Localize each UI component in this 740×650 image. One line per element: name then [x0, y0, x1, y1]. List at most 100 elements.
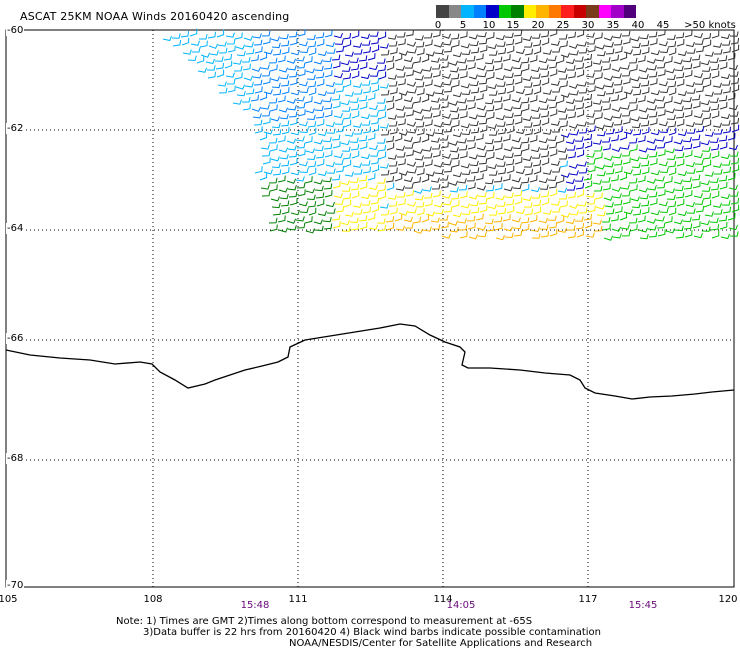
wind-barb-icon — [540, 151, 550, 158]
wind-barb-icon — [621, 70, 631, 77]
wind-barb-icon — [362, 206, 371, 214]
wind-barb-icon — [298, 121, 308, 127]
wind-barb-icon — [602, 103, 611, 111]
wind-barb-icon — [358, 135, 368, 142]
wind-barb-icon — [452, 52, 462, 58]
wind-barb-icon — [250, 94, 259, 102]
wind-barb-icon — [226, 78, 236, 85]
wind-barb-icon — [259, 172, 268, 181]
wind-barb-icon — [432, 190, 441, 198]
wind-barb-icon — [685, 41, 695, 48]
wind-barb-icon — [443, 46, 453, 53]
wind-barb-icon — [621, 110, 631, 117]
wind-barb-icon — [278, 227, 289, 233]
wind-barb-icon — [288, 71, 298, 78]
wind-barb-icon — [539, 224, 549, 230]
time-label: 15:45 — [628, 600, 658, 611]
wind-barb-icon — [314, 105, 324, 112]
wind-barb-icon — [277, 95, 286, 103]
wind-barb-icon — [440, 215, 449, 221]
wind-barb-icon — [324, 190, 333, 198]
wind-barb-icon — [587, 165, 596, 173]
wind-barb-icon — [451, 200, 460, 208]
wind-barb-icon — [394, 53, 403, 62]
wind-barb-icon — [647, 145, 657, 151]
footnotes: Note: 1) Times are GMT 2)Times along bot… — [116, 616, 601, 649]
wind-barb-icon — [512, 63, 522, 70]
wind-barb-icon — [575, 142, 585, 150]
wind-barb-icon — [586, 118, 596, 125]
wind-barb-icon — [477, 71, 487, 78]
wind-barb-icon — [313, 99, 323, 105]
wind-barb-icon — [461, 49, 471, 56]
wind-barb-icon — [556, 55, 565, 64]
wind-barb-icon — [485, 65, 495, 72]
wind-barb-icon — [397, 72, 406, 78]
wind-barb-icon — [269, 184, 278, 192]
wind-barb-icon — [305, 148, 315, 154]
wind-barb-icon — [574, 176, 584, 182]
wind-barb-icon — [611, 186, 622, 192]
wind-barb-icon — [596, 130, 606, 137]
wind-barb-icon — [556, 175, 565, 184]
wind-barb-icon — [514, 196, 523, 205]
wind-barb-icon — [370, 197, 380, 205]
wind-barb-icon — [667, 121, 677, 128]
wind-barb-icon — [593, 225, 603, 232]
wind-barb-icon — [370, 117, 380, 125]
wind-barb-icon — [280, 120, 290, 127]
wind-barb-icon — [432, 110, 441, 118]
wind-barb-icon — [729, 111, 739, 117]
wind-barb-icon — [577, 81, 587, 87]
wind-barb-icon — [351, 30, 360, 39]
wind-barb-icon — [451, 80, 460, 88]
wind-barb-icon — [305, 68, 315, 74]
wind-barb-icon — [711, 70, 720, 79]
wind-barb-icon — [395, 185, 405, 191]
wind-barb-icon — [658, 81, 668, 87]
wind-barb-icon — [731, 164, 740, 173]
wind-barb-icon — [272, 89, 282, 96]
wind-barb-icon — [631, 162, 641, 169]
map-title: ASCAT 25KM NOAA Winds 20160420 ascending — [20, 10, 290, 23]
wind-barb-icon — [692, 221, 701, 229]
wind-barb-icon — [620, 184, 630, 190]
wind-barb-icon — [358, 55, 368, 62]
wind-barb-icon — [496, 161, 506, 167]
wind-barb-icon — [675, 152, 685, 159]
wind-barb-icon — [260, 144, 270, 150]
wind-barb-icon — [412, 96, 421, 104]
wind-barb-icon — [308, 127, 317, 136]
wind-barb-icon — [461, 89, 471, 96]
wind-barb-icon — [632, 129, 642, 136]
wind-barb-icon — [388, 80, 398, 87]
wind-barb-icon — [639, 33, 649, 40]
wind-barb-icon — [541, 77, 550, 86]
legend-swatch — [498, 5, 511, 18]
wind-barb-icon — [484, 178, 494, 185]
wind-barb-icon — [603, 155, 614, 161]
wind-barb-icon — [451, 160, 460, 168]
wind-barb-icon — [467, 182, 476, 190]
wind-barb-icon — [530, 66, 540, 73]
wind-barb-icon — [547, 175, 557, 182]
wind-barb-icon — [646, 138, 657, 144]
wind-barb-icon — [271, 162, 281, 169]
wind-barb-icon — [559, 120, 568, 128]
wind-barb-icon — [341, 226, 351, 232]
wind-barb-icon — [684, 150, 693, 158]
lat-label: -70 — [6, 580, 25, 591]
wind-barb-icon — [552, 127, 561, 133]
wind-barb-icon — [667, 81, 677, 88]
wind-barb-icon — [549, 28, 558, 37]
wind-barb-icon — [379, 203, 389, 209]
wind-barb-icon — [407, 168, 417, 174]
wind-barb-icon — [486, 72, 495, 80]
wind-barb-icon — [550, 120, 560, 126]
wind-barb-icon — [727, 173, 736, 181]
wind-barb-icon — [533, 126, 542, 135]
wind-barb-icon — [421, 174, 430, 183]
wind-barb-icon — [629, 104, 638, 112]
wind-barb-icon — [262, 77, 271, 85]
wind-barb-icon — [332, 101, 341, 109]
